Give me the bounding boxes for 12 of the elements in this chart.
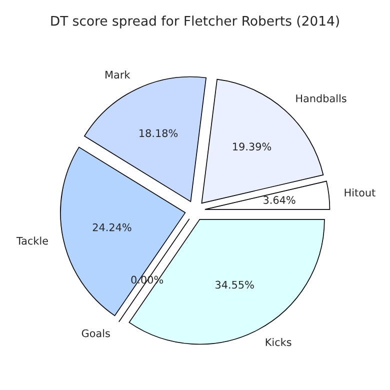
slice-label: Handballs	[296, 94, 346, 102]
data-label: 24.24%	[92, 223, 132, 232]
data-label: 3.64%	[264, 196, 296, 204]
slice-label: Tackle	[16, 236, 48, 245]
category-label: Goals	[82, 329, 110, 338]
slice-label: Hitout	[344, 188, 376, 197]
data-label: 34.55%	[216, 280, 254, 289]
slice-label: Kicks	[266, 338, 292, 346]
data-label: 19.39%	[233, 142, 272, 151]
slice-label: Mark	[106, 70, 130, 79]
data-label: 18.18%	[140, 129, 178, 138]
chart-title: DT score spread for Fletcher Roberts (2014)	[51, 16, 339, 28]
